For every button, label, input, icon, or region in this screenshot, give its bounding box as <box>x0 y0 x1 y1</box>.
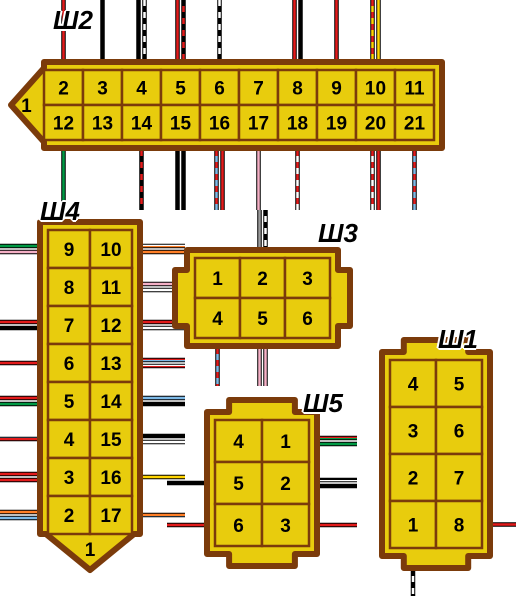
svg-text:16: 16 <box>209 113 230 134</box>
svg-text:12: 12 <box>53 113 74 134</box>
svg-text:2: 2 <box>280 474 291 495</box>
label-sh5: Ш5 <box>303 388 343 419</box>
svg-text:21: 21 <box>404 113 426 134</box>
svg-text:4: 4 <box>136 78 147 99</box>
svg-text:16: 16 <box>100 468 121 489</box>
svg-text:1: 1 <box>21 96 32 117</box>
svg-text:14: 14 <box>100 392 122 413</box>
svg-text:13: 13 <box>92 113 113 134</box>
svg-text:17: 17 <box>100 506 121 527</box>
svg-text:4: 4 <box>64 430 75 451</box>
svg-text:3: 3 <box>408 421 419 442</box>
svg-text:2: 2 <box>64 506 75 527</box>
svg-text:6: 6 <box>302 309 313 330</box>
svg-text:15: 15 <box>100 430 122 451</box>
svg-text:20: 20 <box>365 113 386 134</box>
svg-text:8: 8 <box>292 78 303 99</box>
svg-text:5: 5 <box>233 474 244 495</box>
svg-text:10: 10 <box>365 78 386 99</box>
svg-text:18: 18 <box>287 113 308 134</box>
svg-text:3: 3 <box>97 78 108 99</box>
svg-text:8: 8 <box>64 278 75 299</box>
svg-text:17: 17 <box>248 113 269 134</box>
svg-text:19: 19 <box>326 113 347 134</box>
label-sh3: Ш3 <box>318 218 358 249</box>
svg-text:1: 1 <box>212 269 223 290</box>
svg-text:4: 4 <box>233 432 244 453</box>
svg-text:4: 4 <box>408 374 419 395</box>
svg-text:5: 5 <box>64 392 75 413</box>
svg-text:2: 2 <box>58 78 69 99</box>
svg-text:10: 10 <box>100 240 121 261</box>
svg-text:9: 9 <box>64 240 75 261</box>
svg-text:8: 8 <box>454 515 465 536</box>
svg-text:7: 7 <box>454 468 465 489</box>
svg-text:7: 7 <box>64 316 75 337</box>
svg-text:1: 1 <box>85 540 96 561</box>
svg-text:3: 3 <box>280 516 291 537</box>
svg-text:13: 13 <box>100 354 121 375</box>
svg-text:2: 2 <box>408 468 419 489</box>
svg-text:6: 6 <box>64 354 75 375</box>
svg-text:5: 5 <box>175 78 186 99</box>
svg-text:6: 6 <box>454 421 465 442</box>
svg-text:2: 2 <box>257 269 268 290</box>
svg-text:6: 6 <box>214 78 225 99</box>
svg-text:6: 6 <box>233 516 244 537</box>
svg-text:1: 1 <box>280 432 291 453</box>
svg-text:3: 3 <box>64 468 75 489</box>
svg-text:14: 14 <box>131 113 153 134</box>
label-sh1: Ш1 <box>438 324 478 355</box>
svg-text:3: 3 <box>302 269 313 290</box>
label-sh4: Ш4 <box>40 196 80 227</box>
svg-text:5: 5 <box>454 374 465 395</box>
svg-text:1: 1 <box>408 515 419 536</box>
svg-text:7: 7 <box>253 78 264 99</box>
svg-text:15: 15 <box>170 113 192 134</box>
svg-text:11: 11 <box>101 278 122 299</box>
svg-text:5: 5 <box>257 309 268 330</box>
label-sh2: Ш2 <box>53 5 93 36</box>
svg-text:11: 11 <box>404 78 425 99</box>
svg-text:9: 9 <box>331 78 342 99</box>
svg-text:4: 4 <box>212 309 223 330</box>
svg-text:12: 12 <box>100 316 121 337</box>
